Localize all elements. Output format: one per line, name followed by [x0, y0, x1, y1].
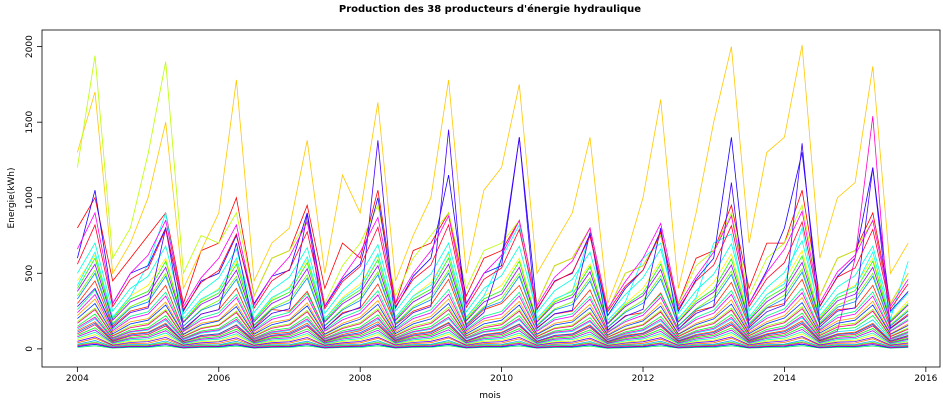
series-line [77, 45, 909, 304]
series-line [77, 343, 909, 349]
series-line [77, 116, 909, 340]
series-line [77, 306, 909, 338]
series-line [77, 296, 909, 336]
series-line [77, 291, 909, 334]
plot-frame [41, 29, 941, 368]
series-line [77, 308, 909, 338]
series-line [77, 322, 909, 342]
series-line [77, 326, 909, 344]
series-line [77, 287, 909, 333]
series-line [77, 210, 909, 310]
x-tick-label: 2016 [914, 374, 937, 384]
series-line [77, 254, 909, 324]
series-line [77, 345, 909, 349]
series-line [77, 337, 909, 347]
series-line [77, 333, 909, 346]
x-tick-label: 2012 [632, 374, 655, 384]
x-tick-label: 2014 [773, 374, 796, 384]
y-tick-label: 1000 [25, 186, 35, 209]
series-line [77, 339, 909, 348]
series-line [77, 55, 909, 313]
series-line [77, 312, 909, 340]
series-line [77, 331, 909, 345]
series-line [77, 137, 909, 317]
y-tick-label: 0 [25, 346, 35, 352]
series-line [77, 267, 909, 328]
series-line [77, 239, 909, 317]
x-axis-label: mois [479, 391, 501, 401]
x-tick-label: 2008 [349, 374, 372, 384]
x-tick-label: 2006 [207, 374, 230, 384]
series-line [77, 328, 909, 344]
chart-title: Production des 38 producteurs d'énergie … [339, 3, 641, 15]
series-line [77, 323, 909, 343]
series-line [77, 342, 909, 348]
y-tick-label: 500 [25, 264, 35, 281]
series-line [77, 129, 909, 331]
x-tick-label: 2010 [490, 374, 513, 384]
series-line [77, 301, 909, 336]
series-line [77, 249, 909, 324]
series-line [77, 317, 909, 341]
series-line [77, 220, 909, 313]
series-line [77, 261, 909, 325]
series-line [77, 341, 909, 348]
series-line [77, 190, 909, 313]
series-line [77, 271, 909, 329]
series-line [77, 336, 909, 346]
y-tick-label: 1500 [25, 110, 35, 133]
y-axis-label: Energie(kWh) [7, 167, 17, 228]
series-line [77, 212, 909, 322]
x-tick-label: 2004 [66, 374, 89, 384]
y-tick-label: 2000 [25, 35, 35, 58]
